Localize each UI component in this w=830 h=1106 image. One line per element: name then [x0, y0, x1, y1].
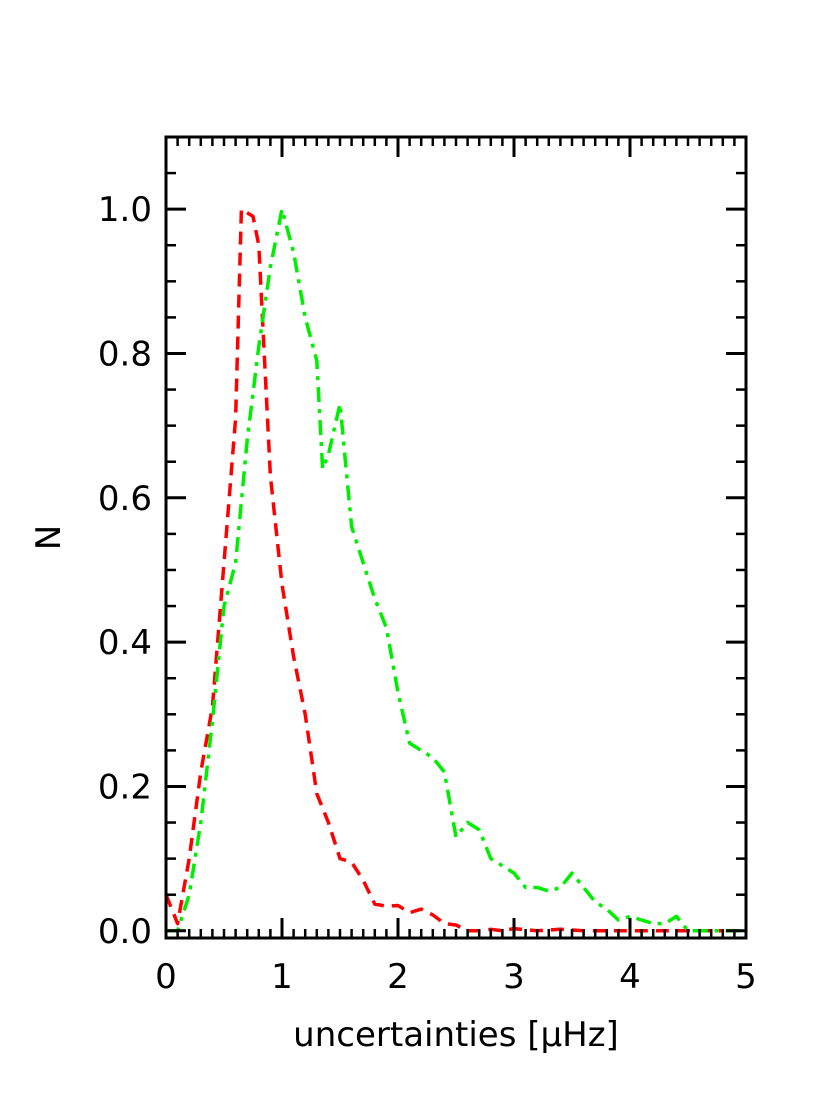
x-tick-label: 3	[503, 957, 525, 997]
y-tick-labels: 0.0 0.2 0.4 0.6 0.8 1.0	[98, 190, 152, 952]
x-axis-label: uncertainties [μHz]	[293, 1015, 619, 1055]
x-tick-label: 4	[619, 957, 641, 997]
y-tick-label: 0.4	[98, 623, 152, 663]
series-line-1	[166, 207, 723, 933]
y-tick-label: 0.2	[98, 767, 152, 807]
x-tick-label: 2	[387, 957, 409, 997]
x-tick-label: 5	[735, 957, 757, 997]
series-line-2	[166, 207, 746, 933]
plot-frame	[164, 135, 748, 940]
y-tick-label: 0.8	[98, 334, 152, 374]
y-axis-label: N	[29, 525, 69, 550]
x-tick-labels: 0 1 2 3 4 5	[155, 957, 757, 997]
y-tick-label: 1.0	[98, 190, 152, 230]
y-tick-label: 0.0	[98, 912, 152, 952]
x-tick-label: 1	[271, 957, 293, 997]
plot-area	[166, 207, 746, 933]
y-tick-label: 0.6	[98, 479, 152, 519]
x-tick-label: 0	[155, 957, 177, 997]
axis-ticks	[164, 137, 748, 938]
